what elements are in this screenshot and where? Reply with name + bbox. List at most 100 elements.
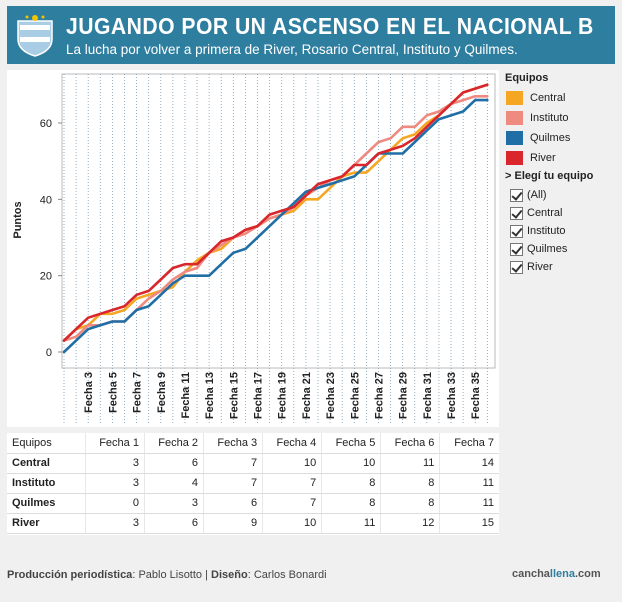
table-header-cell: Equipos (7, 433, 86, 454)
legend-label: Central (530, 92, 566, 104)
legend: Equipos Central Instituto Quilmes River (505, 70, 615, 168)
table-cell: 8 (321, 493, 381, 514)
checkbox-checked-icon[interactable] (510, 224, 523, 238)
chart-axes: 0 20 40 60 Puntos Fecha 3 Fecha 5 Fecha 7 Fecha … (12, 118, 482, 419)
x-tick-label: Fecha 35 (470, 372, 482, 419)
y-tick-label: 0 (46, 347, 52, 359)
x-tick-label: Fecha 33 (446, 372, 458, 419)
filter-option-label: Instituto (527, 225, 566, 237)
checkbox-checked-icon[interactable] (510, 260, 523, 274)
logo-text-1: cancha (512, 568, 550, 580)
x-tick-label: Fecha 25 (349, 372, 361, 419)
table-cell: 11 (321, 513, 381, 534)
x-tick-label: Fecha 19 (277, 372, 289, 419)
x-tick-label: Fecha 13 (204, 372, 216, 419)
legend-swatch (506, 111, 523, 125)
header-banner: JUGANDO POR UN ASCENSO EN EL NACIONAL B … (7, 6, 615, 64)
table-row-label: Central (7, 453, 86, 474)
credits-design-label: Diseño (211, 569, 248, 581)
table-header-cell: Fecha 1 (84, 433, 145, 454)
checkbox-checked-icon[interactable] (510, 188, 523, 202)
table-cell: 8 (380, 473, 440, 494)
table-cell: 3 (84, 453, 145, 474)
legend-item-quilmes[interactable]: Quilmes (505, 128, 615, 148)
table-row-label: Instituto (7, 473, 86, 494)
x-tick-label: Fecha 27 (373, 372, 385, 419)
table-cell: 10 (262, 453, 322, 474)
table-cell: 14 (439, 453, 499, 474)
y-tick-label: 40 (40, 194, 52, 206)
table-header-cell: Fecha 7 (439, 433, 499, 454)
table-cell: 3 (143, 493, 204, 514)
x-tick-label: Fecha 7 (132, 372, 144, 413)
x-tick-label: Fecha 29 (398, 372, 410, 419)
y-axis-title: Puntos (12, 201, 24, 238)
series-line-river (62, 83, 489, 342)
table-row-label: Quilmes (7, 493, 86, 514)
credits-production-name: Pablo Lisotto (138, 569, 203, 581)
legend-label: Instituto (530, 112, 569, 124)
table-cell: 7 (262, 473, 322, 494)
x-tick-label: Fecha 5 (107, 372, 119, 413)
x-tick-label: Fecha 11 (180, 372, 192, 418)
table-cell: 6 (143, 453, 204, 474)
filter-option-label: Central (527, 207, 563, 219)
filter-option-instituto[interactable]: Instituto (505, 222, 615, 240)
legend-title: Equipos (505, 72, 549, 84)
plot-frame (61, 73, 496, 369)
legend-swatch (506, 151, 523, 165)
checkbox-checked-icon[interactable] (510, 206, 523, 220)
table-cell: 7 (203, 473, 263, 494)
table-row: Quilmes 0 3 6 7 8 8 11 (7, 493, 499, 514)
table-header-row: Equipos Fecha 1 Fecha 2 Fecha 3 Fecha 4 … (7, 433, 499, 454)
table-header-cell: Fecha 2 (143, 433, 204, 454)
filter-option-river[interactable]: River (505, 258, 615, 276)
table-cell: 11 (439, 493, 499, 514)
filter-option-all[interactable]: (All) (505, 186, 615, 204)
x-tick-label: Fecha 9 (156, 372, 168, 413)
table-cell: 8 (380, 493, 440, 514)
table-header-cell: Fecha 3 (203, 433, 263, 454)
table-cell: 7 (262, 493, 322, 514)
logo-text-2: llena (549, 568, 575, 580)
filter-option-quilmes[interactable]: Quilmes (505, 240, 615, 258)
x-tick-label: Fecha 31 (422, 372, 434, 419)
table-cell: 9 (203, 513, 263, 534)
table-cell: 10 (262, 513, 322, 534)
credits-production-label: Producción periodística (7, 569, 133, 581)
team-filter: > Elegí tu equipo (All) Central Institut… (505, 170, 615, 276)
checkbox-checked-icon[interactable] (510, 242, 523, 256)
table-header-cell: Fecha 5 (321, 433, 381, 454)
x-tick-label: Fecha 21 (301, 372, 313, 419)
table-cell: 0 (84, 493, 145, 514)
chart-series (62, 83, 489, 354)
legend-item-instituto[interactable]: Instituto (505, 108, 615, 128)
x-tick-label: Fecha 3 (83, 372, 95, 413)
table-cell: 11 (439, 473, 499, 494)
legend-item-river[interactable]: River (505, 148, 615, 168)
filter-option-central[interactable]: Central (505, 204, 615, 222)
page-title: JUGANDO POR UN ASCENSO EN EL NACIONAL B (66, 13, 594, 39)
chart-canvas: 0 20 40 60 Puntos Fecha 3 Fecha 5 Fecha 7 Fecha … (12, 73, 496, 424)
afa-crest-icon (17, 15, 53, 57)
table-row: Instituto 3 4 7 7 8 8 11 (7, 473, 499, 494)
series-line-quilmes (62, 98, 489, 354)
table-cell: 11 (380, 453, 440, 474)
credits-design-name: Carlos Bonardi (253, 569, 327, 581)
legend-label: River (530, 152, 556, 164)
table-row-label: River (7, 513, 86, 534)
canchallena-logo[interactable]: canchallena.com (512, 568, 601, 580)
legend-item-central[interactable]: Central (505, 88, 615, 108)
table-cell: 6 (143, 513, 204, 534)
table-cell: 3 (84, 473, 145, 494)
filter-title: > Elegí tu equipo (505, 170, 594, 182)
line-chart: 0 20 40 60 Puntos Fecha 3 Fecha 5 Fecha 7 Fecha … (7, 70, 499, 427)
y-tick-label: 20 (40, 271, 52, 283)
data-table: Equipos Fecha 1 Fecha 2 Fecha 3 Fecha 4 … (7, 433, 499, 534)
filter-option-label: River (527, 261, 553, 273)
table-cell: 7 (203, 453, 263, 474)
legend-swatch (506, 91, 523, 105)
page-subtitle: La lucha por volver a primera de River, … (66, 42, 518, 57)
chart-grid (61, 73, 496, 424)
legend-swatch (506, 131, 523, 145)
